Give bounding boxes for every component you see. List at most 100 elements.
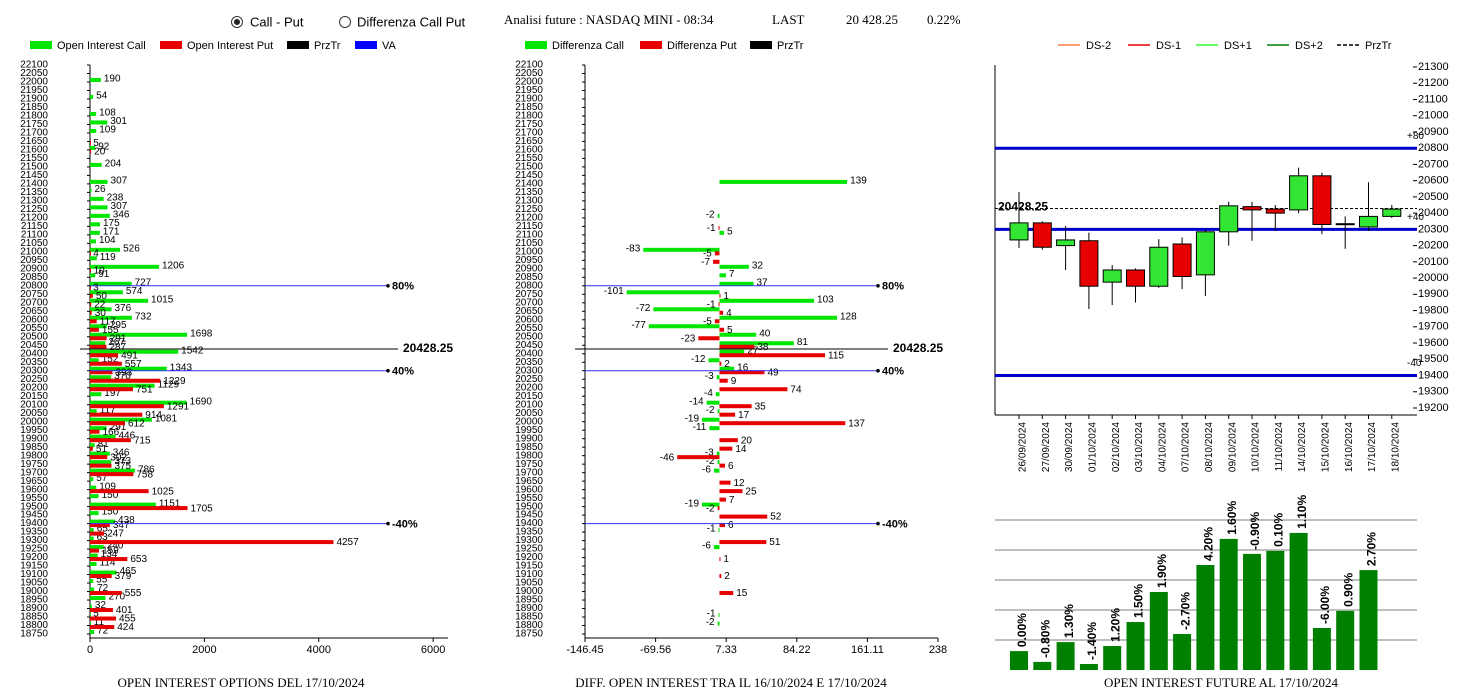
y-tick-label: 21300 — [515, 196, 543, 207]
data-label: 117 — [100, 316, 116, 327]
y-tick-label: 19150 — [20, 561, 48, 572]
bar — [719, 361, 722, 366]
data-label: 27 — [747, 345, 759, 356]
bar — [706, 400, 720, 405]
data-label: 104 — [99, 235, 116, 246]
legend-label: Open Interest Call — [57, 40, 146, 52]
y-tick-label: 18750 — [20, 629, 48, 640]
y-tick-label: 19850 — [515, 442, 543, 453]
data-label: 393 — [115, 367, 132, 378]
bar — [1149, 592, 1168, 670]
y-tick-label: 20500 — [515, 331, 543, 342]
y-tick-label: 20000 — [1418, 272, 1449, 284]
data-label: 295 — [110, 320, 127, 331]
data-label: 346 — [113, 447, 130, 458]
y-tick-label: 19950 — [515, 425, 543, 436]
y-tick-label: 19250 — [20, 544, 48, 555]
bar — [1219, 538, 1238, 670]
data-label: 155 — [102, 325, 119, 336]
caption: OPEN INTEREST FUTURE AL 17/10/2024 — [1104, 675, 1339, 690]
bar — [1056, 642, 1075, 670]
data-label: 238 — [107, 193, 124, 204]
y-tick-label: 21700 — [515, 128, 543, 139]
level-label: -40 — [1407, 358, 1422, 369]
y-tick-label: 20950 — [515, 255, 543, 266]
y-tick-label: 20750 — [20, 289, 48, 300]
data-label: 17 — [738, 410, 750, 421]
radio-label[interactable]: Call - Put — [250, 14, 304, 29]
y-tick-label: 20500 — [1418, 191, 1449, 203]
data-label: -12 — [691, 354, 706, 365]
y-tick-label: 19850 — [20, 442, 48, 453]
data-label: -4 — [704, 388, 713, 399]
y-tick-label: 21500 — [20, 162, 48, 173]
data-label: 12 — [733, 478, 745, 489]
bar — [1103, 646, 1122, 670]
candle-body — [1312, 175, 1332, 226]
bar — [90, 230, 100, 235]
bar-label: 1.90% — [1155, 554, 1169, 588]
bar — [90, 506, 188, 511]
bar — [90, 375, 112, 380]
candle-body — [1079, 240, 1099, 287]
data-label: -6 — [702, 541, 711, 552]
y-tick-label: 22000 — [515, 77, 543, 88]
data-label: 1025 — [152, 486, 175, 497]
y-tick-label: 21200 — [20, 213, 48, 224]
bar — [719, 230, 725, 235]
bar — [708, 358, 720, 363]
legend-label: DS+2 — [1295, 40, 1323, 52]
bar — [90, 412, 143, 417]
y-tick-label: 20150 — [515, 391, 543, 402]
data-label: -1 — [707, 223, 716, 234]
y-tick-label: 21000 — [20, 246, 48, 257]
x-tick-label: 11/10/2024 — [1274, 422, 1285, 472]
x-tick-label: 4000 — [307, 644, 331, 656]
y-tick-label: 21550 — [20, 153, 48, 164]
bar — [90, 463, 112, 468]
y-tick-label: 21600 — [515, 145, 543, 156]
candle-body — [1289, 175, 1309, 211]
y-tick-label: 20900 — [20, 263, 48, 274]
data-label: 52 — [770, 512, 782, 523]
data-label: 1081 — [155, 413, 178, 424]
y-tick-label: 19600 — [1418, 337, 1449, 349]
data-label: 346 — [113, 210, 130, 221]
legend-swatch — [355, 41, 377, 49]
y-tick-label: 20300 — [20, 365, 48, 376]
bar — [90, 489, 149, 494]
bar — [719, 497, 726, 502]
y-tick-label: 19450 — [20, 510, 48, 521]
bar — [90, 591, 122, 596]
bar — [90, 468, 135, 473]
bar — [653, 307, 720, 312]
y-tick-label: 18850 — [515, 612, 543, 623]
radio-label[interactable]: Differenza Call Put — [357, 14, 466, 29]
y-tick-label: 19900 — [20, 433, 48, 444]
bar — [715, 392, 720, 397]
va-dot — [386, 368, 390, 373]
data-label: -3 — [705, 371, 714, 382]
y-tick-label: 19900 — [1418, 288, 1449, 300]
y-tick-label: 20200 — [20, 382, 48, 393]
bar — [90, 545, 104, 550]
bar — [90, 511, 99, 516]
radio[interactable] — [339, 16, 351, 28]
y-tick-label: 20400 — [20, 348, 48, 359]
data-label: 72 — [97, 583, 109, 594]
data-label: 175 — [103, 218, 120, 229]
data-label: -2 — [706, 617, 715, 628]
data-label: 526 — [123, 243, 140, 254]
bar-label: -6.00% — [1318, 586, 1332, 624]
x-tick-label: 17/10/2024 — [1367, 422, 1378, 472]
data-label: 26 — [94, 184, 106, 195]
bar — [90, 536, 94, 541]
y-tick-label: 20100 — [20, 399, 48, 410]
bar — [719, 404, 752, 409]
y-tick-label: 18850 — [20, 612, 48, 623]
data-label: 1015 — [151, 294, 174, 305]
bar — [90, 417, 152, 422]
bar — [90, 120, 108, 125]
bar-label: -1.40% — [1085, 622, 1099, 660]
y-tick-label: 21850 — [515, 102, 543, 113]
